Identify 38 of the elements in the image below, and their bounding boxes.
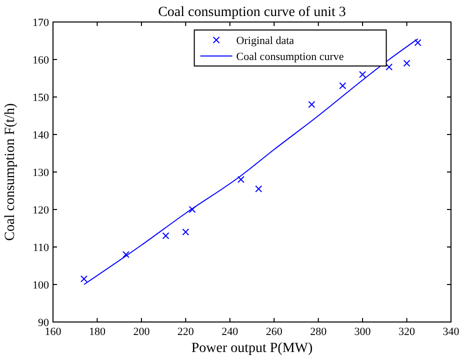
point <box>182 228 190 236</box>
chart-title: Coal consumption curve of unit 3 <box>158 5 346 20</box>
x-tick-label: 200 <box>133 326 150 338</box>
y-tick-label: 160 <box>32 54 50 66</box>
y-axis-title: Coal consumption F(t/h) <box>3 102 18 241</box>
point <box>122 251 130 258</box>
point <box>188 206 196 213</box>
x-tick-label: 240 <box>222 326 239 338</box>
y-tick-label: 170 <box>32 17 50 29</box>
y-tick-label: 100 <box>32 280 50 292</box>
point <box>255 185 262 192</box>
point <box>308 101 316 108</box>
x-tick-label: 300 <box>354 326 372 338</box>
point <box>237 176 244 183</box>
y-tick-label: 90 <box>38 317 50 329</box>
y-tick-label: 120 <box>32 204 50 216</box>
y-tick-label: 150 <box>32 92 50 104</box>
x-axis-title: Power output P(MW) <box>191 341 313 356</box>
point <box>414 39 422 46</box>
point <box>162 232 170 240</box>
point <box>403 60 410 67</box>
point <box>80 275 88 282</box>
line-series <box>83 38 418 285</box>
x-tick-label: 160 <box>44 326 62 338</box>
legend-label: Original data <box>236 35 294 47</box>
y-tick-label: 110 <box>32 242 50 254</box>
x-tick-label: 180 <box>88 326 106 338</box>
x-tick-label: 340 <box>442 326 460 338</box>
point <box>359 71 366 78</box>
point <box>339 82 346 90</box>
x-tick-label: 320 <box>398 326 416 338</box>
legend-label: Coal consumption curve <box>236 51 344 63</box>
x-tick-label: 220 <box>177 326 194 338</box>
point <box>386 64 393 70</box>
x-tick-label: 280 <box>310 326 328 338</box>
x-tick-label: 260 <box>266 326 283 338</box>
y-tick-label: 130 <box>32 167 50 179</box>
y-tick-label: 140 <box>32 130 50 142</box>
